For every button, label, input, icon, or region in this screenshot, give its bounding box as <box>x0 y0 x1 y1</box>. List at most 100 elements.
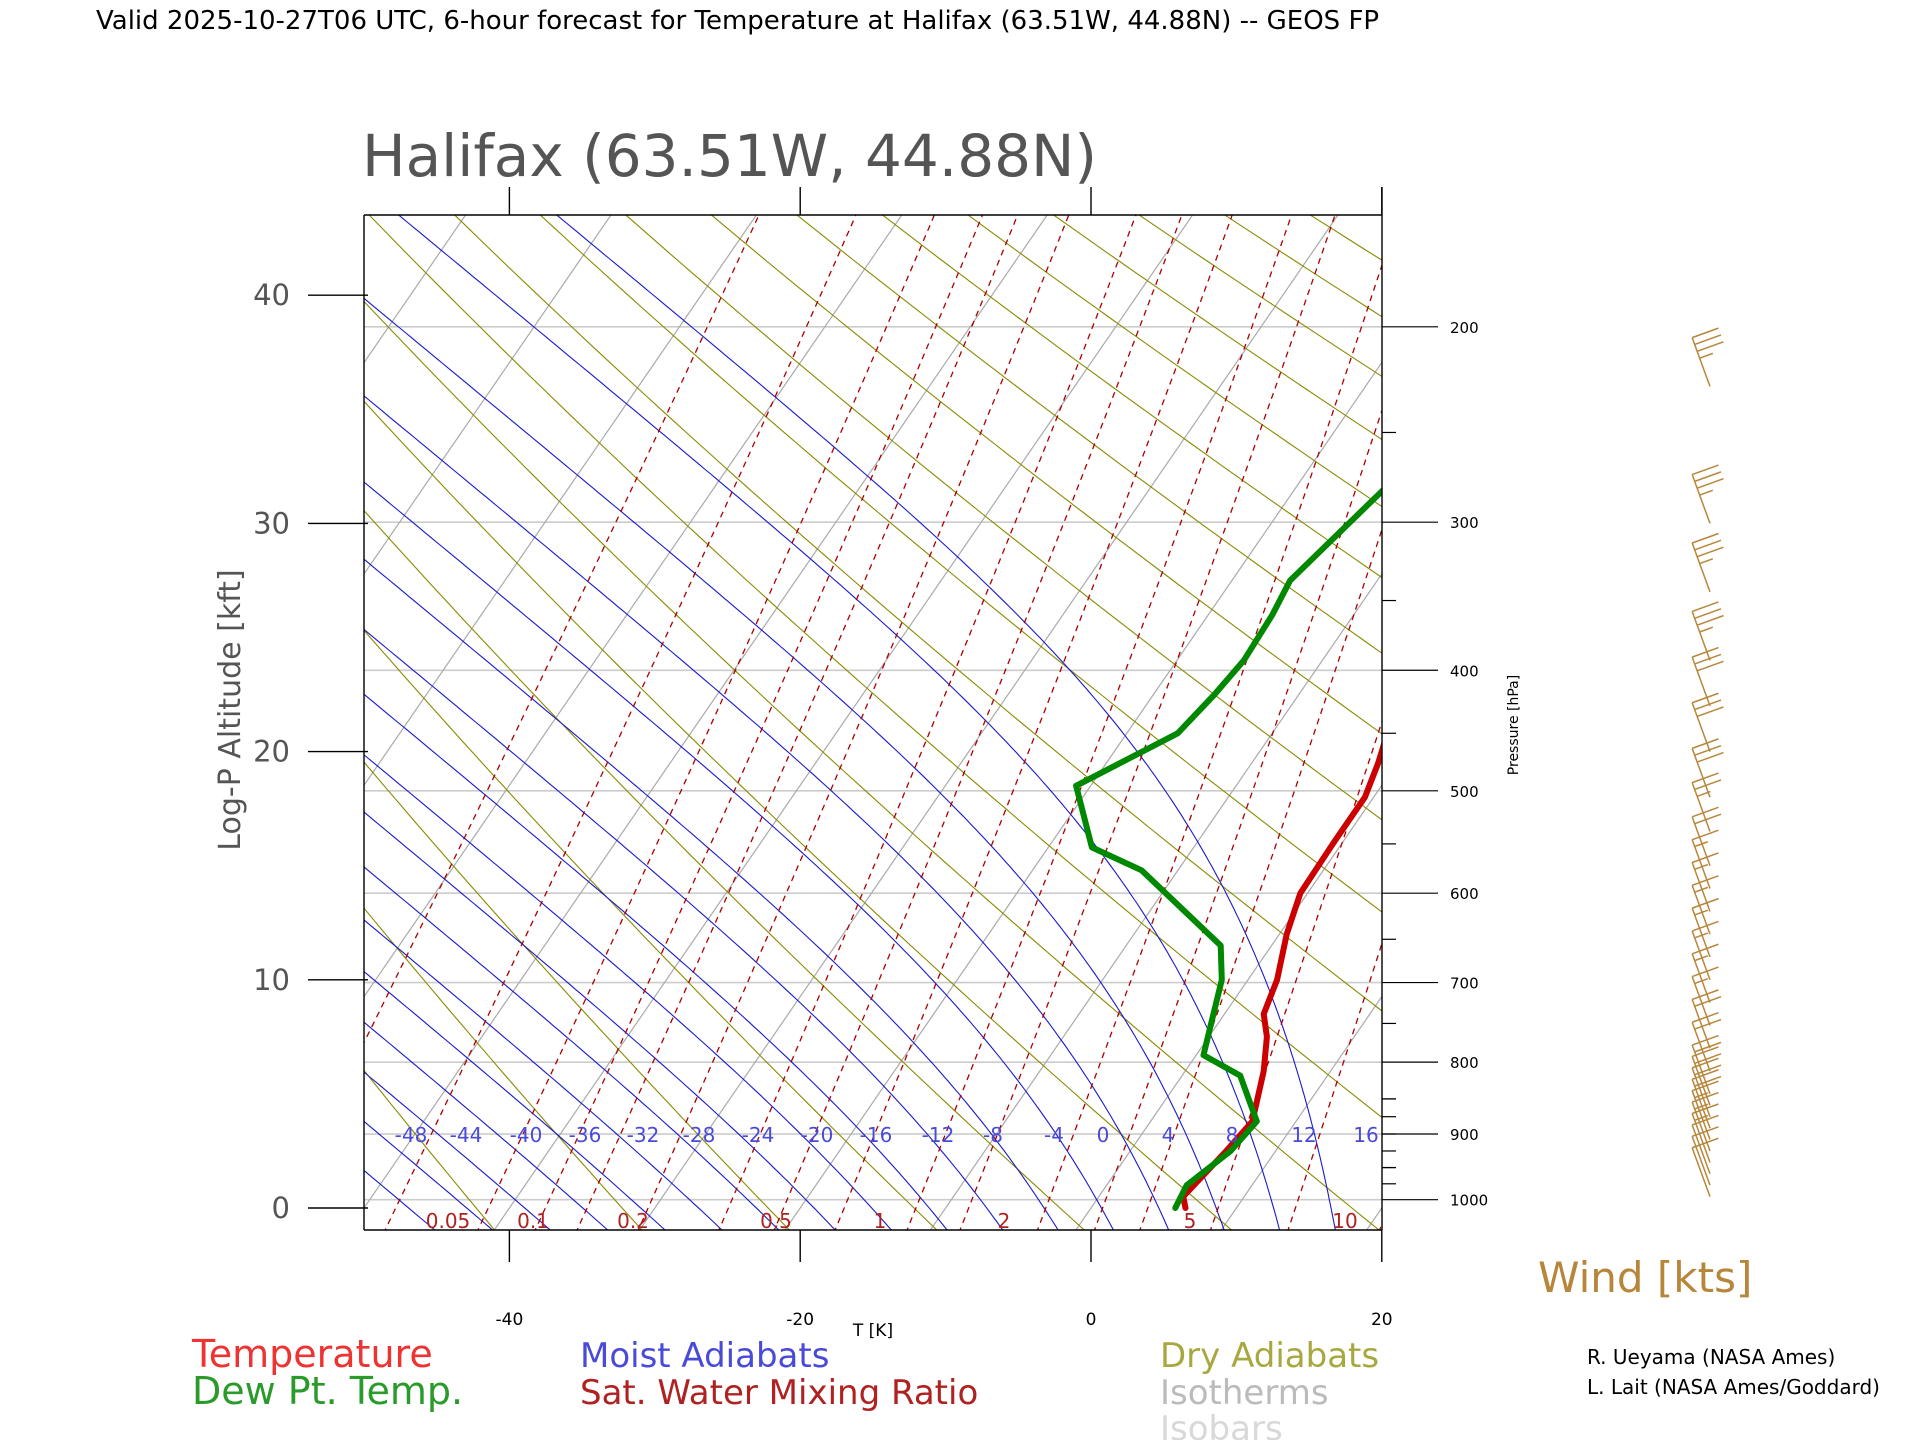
pressure-tick-label: 200 <box>1450 319 1479 337</box>
wind-barb-flag <box>1694 608 1722 620</box>
wind-barb-staff <box>1691 1101 1711 1152</box>
wind-barb-staff <box>1691 782 1711 832</box>
wind-barb <box>1691 897 1719 958</box>
wind-barb <box>1691 1034 1722 1095</box>
dry-adiabat-line <box>364 629 938 1230</box>
isotherm-line <box>1075 783 1382 1230</box>
wind-barb <box>1691 806 1722 866</box>
wind-barb-flag <box>1694 1018 1722 1030</box>
wind-barb-flag <box>1691 532 1719 544</box>
x-axis-label: T [K] <box>852 1321 893 1341</box>
plot-background-lines <box>0 204 1920 1254</box>
dry-adiabat-line <box>1378 204 1920 1254</box>
pressure-tick-label: 600 <box>1450 885 1479 903</box>
mixing-ratio-line <box>959 215 1336 1230</box>
pressure-tick-label: 800 <box>1450 1054 1479 1072</box>
wind-barb-flag <box>1694 932 1709 939</box>
mixing-ratio-line <box>1209 719 1382 1230</box>
x-tick-label: 20 <box>1371 1310 1393 1330</box>
moist-adiabat-label: 16 <box>1353 1123 1378 1147</box>
wind-barb-flag <box>1694 841 1709 848</box>
wind-barb <box>1691 692 1724 752</box>
wind-barb-flag <box>1694 471 1722 483</box>
dry-adiabat-line <box>539 215 1382 913</box>
wind-barb-flag <box>1694 779 1722 791</box>
wind-barb-flag <box>1699 626 1714 633</box>
wind-barb-flag <box>1694 653 1722 665</box>
dry-adiabat-line <box>796 215 1382 654</box>
isotherm-line <box>784 361 1382 1230</box>
dry-adiabat-line <box>0 204 365 1254</box>
isotherm-line <box>0 204 182 1254</box>
moist-adiabat-line <box>364 919 723 1230</box>
wind-barb-flag <box>1694 1041 1722 1053</box>
isotherm-line <box>1365 1206 1382 1230</box>
pressure-tick-label: 500 <box>1450 783 1479 801</box>
moist-adiabat-label: -36 <box>569 1123 602 1147</box>
moist-adiabat-label: -20 <box>801 1123 834 1147</box>
wind-barb-staff <box>1691 1136 1711 1186</box>
wind-barb <box>1691 738 1724 798</box>
y-tick-label: 30 <box>253 506 290 540</box>
wind-barb-flag <box>1696 546 1724 558</box>
wind-barb-flag <box>1691 601 1719 613</box>
isotherm-line <box>493 215 1194 1230</box>
moist-adiabat-line <box>364 754 893 1230</box>
mixing-ratio-label: 1 <box>874 1209 887 1233</box>
isotherm-line <box>364 215 612 576</box>
y-axis-label: Log-P Altitude [kft] <box>213 569 248 850</box>
pressure-tick-label: 700 <box>1450 975 1479 993</box>
isotherm-line <box>0 204 37 1254</box>
wind-barb-flag <box>1691 1126 1719 1138</box>
isotherm-line <box>1220 995 1382 1230</box>
wind-barb-flag <box>1699 489 1714 496</box>
pressure-tick-label: 900 <box>1450 1126 1479 1144</box>
wind-barb-flag <box>1694 1075 1722 1087</box>
wind-barb-flag <box>1691 1103 1719 1115</box>
wind-barb-flag <box>1691 875 1719 887</box>
wind-barb-staff <box>1691 1124 1711 1175</box>
isotherm-line <box>0 204 328 1254</box>
wind-label: Wind [kts] <box>1538 1253 1752 1302</box>
mixing-ratio-line <box>534 215 984 1230</box>
wind-barb <box>1691 852 1719 912</box>
moist-adiabat-label: 4 <box>1162 1123 1175 1147</box>
credit-line-2: L. Lait (NASA Ames/Goddard) <box>1587 1375 1880 1399</box>
wind-barb <box>1691 646 1724 707</box>
moist-adiabat-label: -48 <box>395 1123 428 1147</box>
moist-adiabat-label: -32 <box>627 1123 660 1147</box>
wind-barb-staff <box>1691 702 1711 752</box>
wind-barb-staff <box>1691 1067 1711 1117</box>
moist-adiabat-line <box>364 1021 609 1230</box>
wind-barb-flag <box>1691 1046 1719 1058</box>
moist-adiabat-line <box>364 866 780 1230</box>
legend-temperature: Temperature <box>191 1332 433 1376</box>
isotherm-line <box>364 215 758 787</box>
mixing-ratio-line <box>1287 941 1382 1230</box>
pressure-axis-label: Pressure [hPa] <box>1506 675 1522 775</box>
wind-barb-flag <box>1694 955 1709 962</box>
wind-barb-flag <box>1696 478 1724 489</box>
moist-adiabat-line <box>364 395 1170 1230</box>
wind-barb-staff <box>1691 611 1711 661</box>
legend-dewpoint: Dew Pt. Temp. <box>192 1369 463 1413</box>
mixing-ratio-label: 5 <box>1184 1209 1197 1233</box>
wind-barb <box>1691 1057 1722 1117</box>
wind-barb <box>1691 966 1719 1026</box>
moist-adiabat-line <box>364 970 666 1230</box>
moist-adiabat-line <box>364 481 1115 1230</box>
isotherm-line <box>929 572 1382 1230</box>
wind-barb-flag <box>1699 352 1714 359</box>
wind-barb-staff <box>1691 1113 1711 1163</box>
pressure-tick-label: 400 <box>1450 662 1479 680</box>
wind-barb-flag <box>1691 966 1719 978</box>
moist-adiabat-line <box>364 811 836 1230</box>
mixing-ratio-line <box>1379 1220 1382 1230</box>
dry-adiabat-line <box>1052 215 1382 441</box>
y-tick-label: 20 <box>253 735 290 769</box>
moist-adiabat-label: 0 <box>1097 1123 1110 1147</box>
wind-barb-flag <box>1694 813 1722 825</box>
wind-barb-flag <box>1691 829 1719 841</box>
wind-barb <box>1691 920 1719 981</box>
profile-lines <box>1073 486 1382 1211</box>
